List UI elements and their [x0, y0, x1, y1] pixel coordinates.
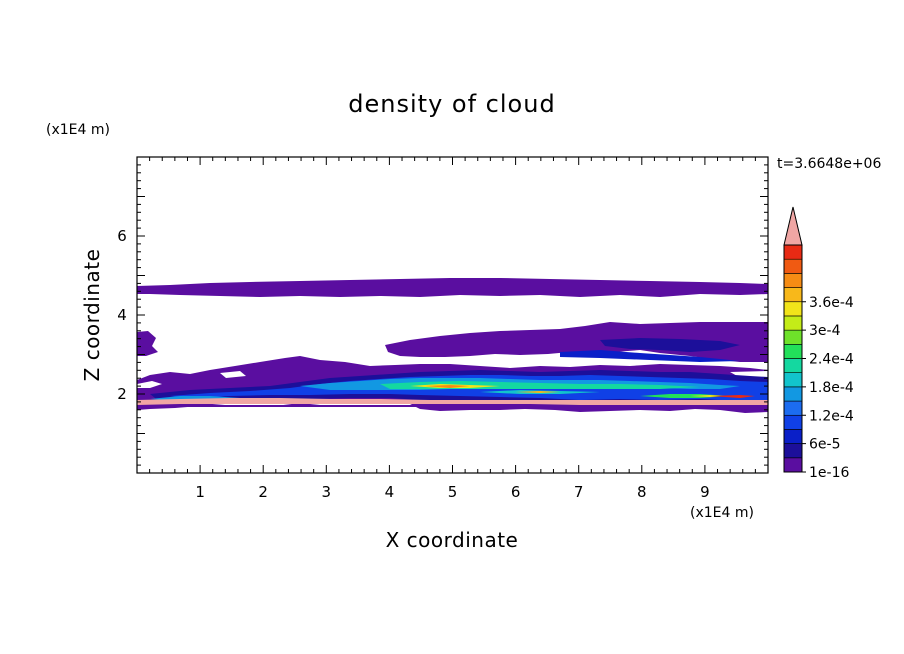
time-label: t=3.6648e+06 — [777, 156, 881, 172]
colorbar-swatch — [783, 301, 803, 317]
colorbar-swatch — [783, 429, 803, 444]
middle-cloud-core-edge — [560, 350, 740, 362]
colorbar-overflow-triangle — [783, 206, 803, 246]
colorbar-swatch — [783, 372, 803, 388]
x-axis-unit: (x1E4 m) — [690, 505, 754, 521]
colorbar-label: 1.8e-4 — [809, 380, 854, 396]
colorbar-swatch — [783, 329, 803, 345]
colorbar-label: 1e-16 — [809, 465, 849, 481]
colorbar-swatch — [783, 457, 803, 473]
colorbar: 1e-16 6e-5 1.2e-4 1.8e-4 2.4e-4 3e-4 3.6e-4 — [783, 206, 854, 481]
cloud-field — [137, 278, 768, 413]
base-streak-6 — [515, 391, 560, 393]
colorbar-swatch — [783, 443, 803, 459]
colorbar-label: 3.6e-4 — [809, 295, 854, 311]
colorbar-swatch — [783, 258, 803, 274]
x-tick-label: 3 — [322, 483, 332, 501]
chart-title: density of cloud — [348, 90, 555, 118]
y-tick-label: 6 — [117, 227, 127, 245]
x-tick-label: 1 — [195, 483, 205, 501]
x-axis-label: X coordinate — [386, 528, 519, 552]
x-tick-label: 7 — [574, 483, 584, 501]
x-tick-label: 6 — [511, 483, 521, 501]
middle-cloud-layer — [385, 322, 768, 362]
x-tick-label: 2 — [258, 483, 268, 501]
colorbar-swatch — [783, 287, 803, 303]
colorbar-swatch — [783, 244, 803, 260]
x-tick-label: 4 — [385, 483, 395, 501]
colorbar-swatch — [783, 400, 803, 416]
colorbar-label: 3e-4 — [809, 323, 841, 339]
plot-frame — [136, 156, 769, 474]
colorbar-label: 6e-5 — [809, 437, 840, 453]
colorbar-label: 1.2e-4 — [809, 408, 854, 424]
y-axis-label: Z coordinate — [80, 249, 104, 382]
colorbar-swatch — [783, 315, 803, 331]
left-cloud-blob — [137, 331, 158, 356]
y-tick-label: 4 — [117, 306, 127, 324]
middle-cloud-core — [600, 338, 740, 352]
y-axis-unit: (x1E4 m) — [46, 122, 110, 138]
colorbar-swatch — [783, 386, 803, 402]
x-tick-label: 8 — [637, 483, 647, 501]
colorbar-swatch — [783, 414, 803, 430]
base-streak-4 — [710, 395, 755, 398]
colorbar-label: 2.4e-4 — [809, 352, 854, 368]
x-tick-label: 5 — [448, 483, 458, 501]
cloud-base-max — [137, 398, 768, 405]
lower-band-6 — [425, 385, 470, 388]
x-axis-ticks: 1 2 3 4 5 6 7 8 9 — [136, 157, 769, 501]
colorbar-swatch — [783, 358, 803, 373]
y-tick-label: 2 — [117, 385, 127, 403]
base-streak-2 — [640, 394, 730, 398]
upper-cloud-layer — [137, 278, 768, 297]
y-axis-ticks: 2 4 6 — [117, 164, 768, 474]
x-tick-label: 9 — [700, 483, 710, 501]
colorbar-swatch — [783, 344, 803, 359]
colorbar-swatch — [783, 273, 803, 288]
